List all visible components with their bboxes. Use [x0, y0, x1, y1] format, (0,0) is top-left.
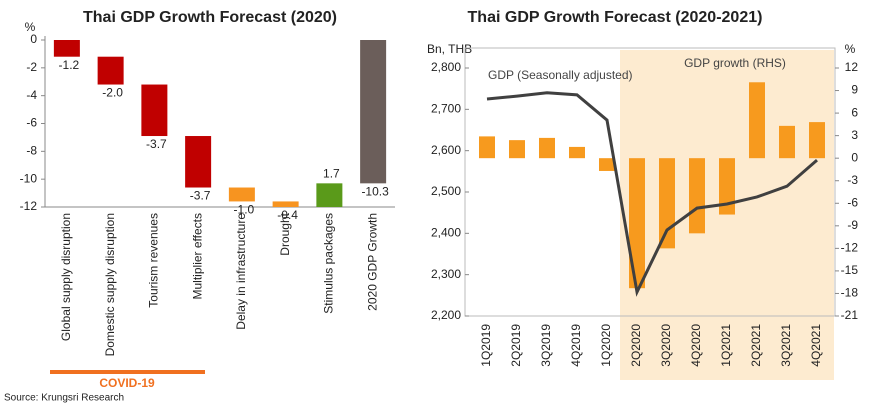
- x-tick-label: Global supply disruption: [59, 213, 73, 341]
- bar: [569, 146, 585, 159]
- chart-title: Thai GDP Growth Forecast (2020-2021): [468, 9, 763, 26]
- y-tick-label: -4: [26, 88, 37, 102]
- x-tick-label: 3Q2020: [659, 324, 673, 367]
- y2-tick-label: 9: [851, 83, 858, 97]
- y-tick-label: -2: [26, 60, 37, 74]
- x-tick-label: Stimulus packages: [322, 213, 336, 314]
- bar: [272, 201, 299, 207]
- chart-title: Thai GDP Growth Forecast (2020): [83, 9, 337, 26]
- x-tick-label: 3Q2019: [539, 324, 553, 367]
- y-tick-label: -6: [26, 116, 37, 130]
- y2-axis-label: %: [845, 42, 856, 56]
- bar: [629, 158, 645, 289]
- x-tick-label: 2Q2021: [749, 324, 763, 367]
- value-label: -3.7: [190, 189, 211, 203]
- x-tick-label: Domestic supply disruption: [103, 213, 117, 356]
- bar: [53, 40, 80, 57]
- y-tick-label: -10: [20, 171, 38, 185]
- y2-tick-label: -21: [841, 308, 859, 322]
- y2-tick-label: -18: [841, 286, 859, 300]
- y-tick-label: 2,400: [431, 226, 461, 240]
- x-tick-label: 4Q2019: [569, 324, 583, 367]
- bar: [509, 140, 525, 159]
- bar: [719, 158, 735, 215]
- y-tick-label: 2,500: [431, 184, 461, 198]
- bar: [479, 136, 495, 159]
- x-tick-label: 1Q2019: [479, 324, 493, 367]
- y2-tick-label: 0: [851, 150, 858, 164]
- y-tick-label: 2,200: [431, 308, 461, 322]
- y-axis-label: Bn, THB: [427, 42, 472, 56]
- y-axis-label: %: [25, 20, 36, 34]
- value-label: -3.7: [146, 137, 167, 151]
- value-label: 1.7: [323, 167, 340, 181]
- bar: [809, 122, 825, 159]
- bar: [659, 158, 675, 249]
- bar: [779, 125, 795, 159]
- y2-tick-label: -9: [847, 218, 858, 232]
- bar: [539, 137, 555, 159]
- x-tick-label: 2020 GDP Growth: [365, 213, 379, 311]
- plot-frame: [464, 47, 836, 317]
- legend-label: GDP growth (RHS): [684, 56, 786, 70]
- x-tick-label: 1Q2021: [719, 324, 733, 367]
- y-tick-label: 2,800: [431, 60, 461, 74]
- x-tick-label: 2Q2019: [509, 324, 523, 367]
- x-tick-label: 2Q2020: [629, 324, 643, 367]
- source: Source: Krungsri Research: [4, 393, 124, 404]
- bar: [97, 56, 124, 85]
- y2-tick-label: 6: [851, 105, 858, 119]
- y-tick-label: 2,700: [431, 102, 461, 116]
- x-tick-label: Drought: [278, 212, 292, 255]
- y2-tick-label: -12: [841, 241, 859, 255]
- x-tick-label: 1Q2020: [599, 324, 613, 367]
- x-tick-label: 4Q2020: [689, 324, 703, 367]
- bar: [141, 84, 168, 137]
- forecast-shade: [620, 50, 834, 380]
- x-tick-label: 3Q2021: [779, 324, 793, 367]
- y2-tick-label: -3: [847, 173, 858, 187]
- y-tick-label: 0: [30, 32, 37, 46]
- covid-bracket: [50, 370, 205, 374]
- value-label: -0.4: [277, 208, 298, 222]
- bar: [689, 158, 705, 234]
- bar: [360, 40, 387, 184]
- annotation: COVID-19: [99, 376, 155, 390]
- y-tick-label: -8: [26, 144, 37, 158]
- y2-tick-label: -15: [841, 263, 859, 277]
- bar: [599, 158, 615, 171]
- legend-label: GDP (Seasonally adjusted): [488, 68, 633, 82]
- bar: [316, 183, 343, 207]
- bar: [749, 82, 765, 159]
- value-label: -1.0: [234, 203, 255, 217]
- bar: [228, 187, 255, 202]
- x-tick-label: Delay in infrastructure: [234, 213, 248, 330]
- value-label: -10.3: [361, 185, 389, 199]
- bar: [185, 136, 212, 188]
- y2-tick-label: 3: [851, 128, 858, 142]
- y-tick-label: 2,300: [431, 267, 461, 281]
- line: [486, 91, 818, 297]
- value-label: -1.2: [59, 58, 80, 72]
- y2-tick-label: -6: [847, 195, 858, 209]
- y2-tick-label: 12: [845, 60, 859, 74]
- x-tick-label: 4Q2021: [809, 324, 823, 367]
- y-tick-label: -12: [20, 199, 38, 213]
- x-tick-label: Multiplier effects: [190, 213, 204, 299]
- value-label: -2.0: [102, 86, 123, 100]
- y-tick-label: 2,600: [431, 143, 461, 157]
- x-tick-label: Tourism revenues: [147, 213, 161, 308]
